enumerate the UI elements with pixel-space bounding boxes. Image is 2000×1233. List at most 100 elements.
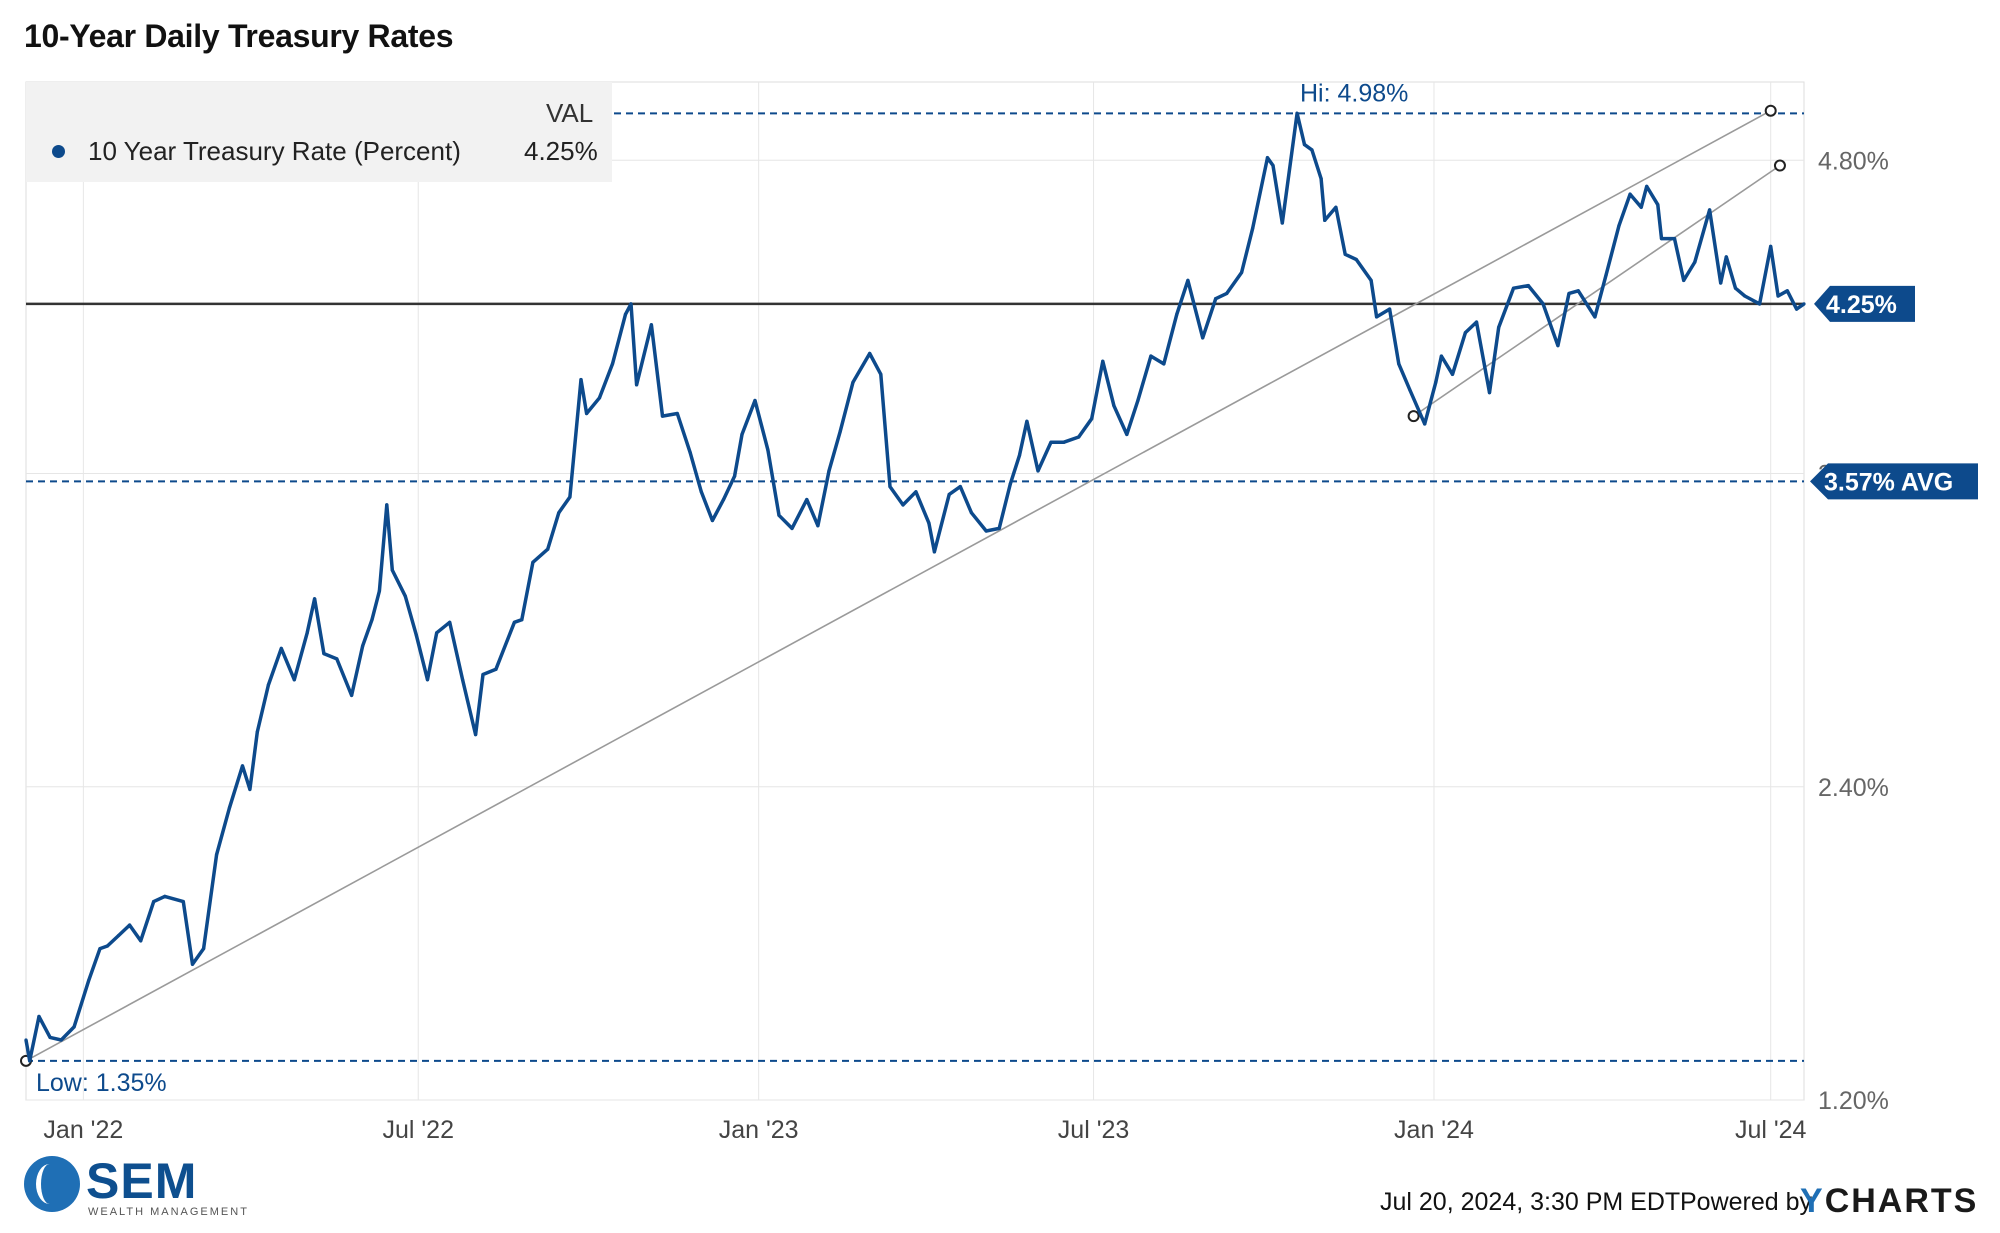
data-point bbox=[116, 933, 121, 938]
average-label: 3.57% AVG bbox=[1824, 468, 1953, 496]
data-point bbox=[425, 678, 430, 682]
data-point bbox=[629, 302, 633, 306]
data-point bbox=[461, 678, 465, 682]
powered-by: Powered by bbox=[1680, 1188, 1813, 1216]
data-point bbox=[740, 432, 744, 436]
data-point bbox=[305, 631, 309, 635]
data-point bbox=[202, 947, 206, 951]
data-point bbox=[72, 1025, 76, 1029]
x-tick-label: Jan '24 bbox=[1394, 1116, 1474, 1144]
data-point bbox=[1672, 237, 1677, 241]
data-point bbox=[1802, 302, 1806, 306]
data-point bbox=[494, 667, 498, 671]
data-point bbox=[361, 644, 365, 648]
data-point bbox=[816, 524, 820, 528]
low-label: Low: 1.35% bbox=[36, 1069, 167, 1097]
data-point bbox=[28, 1059, 32, 1063]
data-point bbox=[214, 853, 219, 857]
data-point bbox=[766, 448, 770, 452]
x-tick-label: Jul '22 bbox=[382, 1116, 453, 1144]
footer: SEM WEALTH MANAGEMENT Jul 20, 2024, 3:30… bbox=[0, 1148, 2000, 1233]
data-point bbox=[888, 484, 892, 489]
data-point bbox=[128, 923, 132, 927]
data-point bbox=[777, 513, 781, 517]
data-point bbox=[1743, 294, 1747, 298]
data-point bbox=[1036, 469, 1040, 473]
data-point bbox=[1785, 289, 1789, 293]
data-point bbox=[1251, 226, 1255, 230]
data-point bbox=[473, 732, 478, 737]
series-points bbox=[24, 111, 1806, 1063]
data-point bbox=[851, 380, 855, 384]
data-point bbox=[1593, 315, 1597, 319]
data-point bbox=[1474, 320, 1479, 324]
data-point bbox=[163, 894, 167, 899]
data-point bbox=[1214, 297, 1218, 301]
data-point bbox=[1354, 257, 1358, 262]
y-tick-label: 4.80% bbox=[1818, 147, 1889, 175]
chart-title: 10-Year Daily Treasury Rates bbox=[24, 18, 454, 54]
data-point bbox=[1375, 315, 1379, 319]
data-point bbox=[597, 396, 602, 400]
y-tick-label: 2.40% bbox=[1818, 774, 1889, 802]
data-point bbox=[98, 947, 102, 951]
data-point bbox=[1487, 391, 1492, 395]
data-point bbox=[1343, 252, 1347, 256]
data-point bbox=[1556, 344, 1560, 348]
data-point bbox=[1101, 359, 1105, 363]
data-point bbox=[1463, 330, 1468, 335]
data-point bbox=[1334, 205, 1338, 209]
data-point bbox=[838, 430, 842, 434]
data-point bbox=[1776, 294, 1780, 298]
data-point bbox=[699, 490, 703, 494]
data-point bbox=[1280, 221, 1284, 225]
data-point bbox=[1656, 203, 1660, 207]
data-point bbox=[721, 498, 726, 502]
data-point bbox=[1708, 208, 1712, 212]
data-point bbox=[105, 944, 110, 948]
data-point bbox=[1576, 289, 1580, 293]
data-point bbox=[1090, 417, 1094, 421]
timestamp: Jul 20, 2024, 3:30 PM EDT bbox=[1380, 1188, 1681, 1216]
data-point bbox=[322, 652, 326, 656]
data-point bbox=[1423, 422, 1427, 426]
logo-text: SEM bbox=[86, 1153, 198, 1209]
data-point bbox=[370, 618, 374, 622]
data-point bbox=[914, 490, 918, 494]
data-point bbox=[1682, 278, 1686, 282]
data-point bbox=[1439, 354, 1443, 358]
data-point bbox=[557, 511, 561, 515]
x-tick-label: Jan '23 bbox=[719, 1116, 799, 1144]
data-point bbox=[879, 372, 883, 376]
data-point bbox=[1175, 312, 1179, 316]
data-point bbox=[623, 312, 628, 316]
data-point bbox=[1693, 260, 1697, 264]
data-point bbox=[1526, 284, 1530, 288]
ycharts-logo-rest: CHARTS bbox=[1824, 1182, 1979, 1220]
data-point bbox=[1112, 404, 1116, 408]
data-point bbox=[634, 383, 639, 387]
data-point bbox=[579, 377, 583, 382]
data-point bbox=[1323, 218, 1327, 222]
ycharts-logo-y: Y bbox=[1800, 1182, 1825, 1220]
data-point bbox=[350, 693, 354, 698]
trend-anchor-point bbox=[1764, 104, 1777, 117]
data-point bbox=[1757, 302, 1762, 306]
data-point bbox=[1387, 307, 1392, 311]
data-point bbox=[1639, 205, 1643, 209]
data-point bbox=[1733, 286, 1738, 290]
data-point bbox=[1769, 244, 1773, 249]
series-line bbox=[24, 111, 1806, 1063]
data-point bbox=[37, 1014, 41, 1019]
data-point bbox=[1225, 291, 1229, 296]
data-point bbox=[932, 550, 937, 554]
data-point bbox=[414, 633, 418, 637]
data-point bbox=[1136, 398, 1140, 403]
data-point bbox=[152, 900, 156, 904]
data-point bbox=[753, 398, 757, 403]
data-point bbox=[546, 547, 550, 551]
data-point bbox=[1450, 372, 1455, 376]
data-point bbox=[1295, 111, 1299, 115]
legend-item: 10 Year Treasury Rate (Percent) 4.25% bbox=[26, 134, 612, 170]
